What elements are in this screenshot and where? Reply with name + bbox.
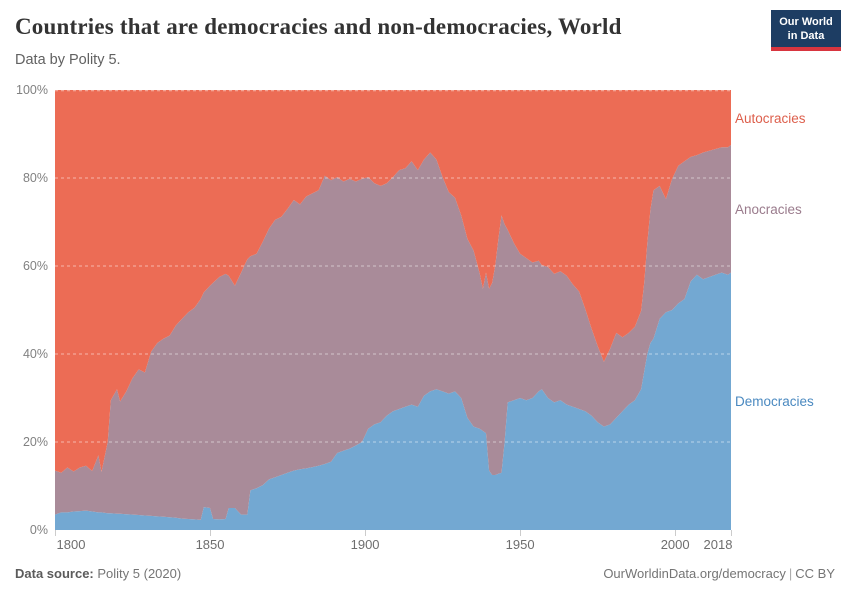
x-axis-tick-1850 (209, 530, 211, 536)
y-axis-tick-label-60%: 60% (22, 259, 48, 273)
owid-url-link[interactable]: OurWorldinData.org/democracy (603, 566, 786, 581)
x-axis-tick-label-1800: 1800 (56, 537, 86, 552)
footer-separator: | (788, 566, 793, 581)
logo-line-2: in Data (787, 30, 825, 42)
series-label-democracies[interactable]: Democracies (735, 394, 814, 410)
our-world-in-data-logo[interactable]: Our World in Data (771, 10, 841, 51)
y-axis-tick-label-40%: 40% (22, 347, 48, 361)
x-axis-tick-label-2018: 2018 (703, 537, 733, 552)
series-label-autocracies[interactable]: Autocracies (735, 110, 806, 126)
anocracies-area[interactable] (55, 145, 731, 520)
x-axis-tick-1950 (519, 530, 521, 536)
x-axis-tick-2000 (674, 530, 676, 536)
chart-subtitle: Data by Polity 5. (15, 52, 121, 68)
x-axis-tick-label-1850: 1850 (195, 537, 225, 552)
autocracies-area[interactable] (55, 90, 731, 473)
series-label-anocracies[interactable]: Anocracies (735, 201, 802, 217)
data-source-note: Data source: Polity 5 (2020) (15, 566, 181, 581)
x-axis-tick-1800 (54, 530, 56, 536)
x-axis-tick-label-1900: 1900 (350, 537, 380, 552)
license-link[interactable]: CC BY (795, 566, 835, 581)
y-axis-tick-label-0%: 0% (29, 523, 48, 537)
attribution: OurWorldinData.org/democracy | CC BY (603, 566, 835, 581)
stacked-area-chart[interactable] (55, 90, 731, 530)
democracies-area[interactable] (55, 272, 731, 530)
y-axis-tick-label-100%: 100% (16, 83, 48, 97)
y-axis-tick-label-80%: 80% (22, 171, 48, 185)
x-axis-tick-2018 (730, 530, 732, 536)
logo-line-1: Our World (779, 16, 833, 28)
x-axis-tick-1900 (364, 530, 366, 536)
x-axis-tick-label-2000: 2000 (660, 537, 690, 552)
data-source-value: Polity 5 (2020) (97, 566, 182, 581)
x-axis-tick-label-1950: 1950 (505, 537, 535, 552)
page-title: Countries that are democracies and non-d… (15, 14, 622, 39)
y-axis-tick-label-20%: 20% (22, 435, 48, 449)
chart-footer: Data source: Polity 5 (2020) OurWorldinD… (0, 566, 850, 586)
data-source-label: Data source: (15, 566, 94, 581)
